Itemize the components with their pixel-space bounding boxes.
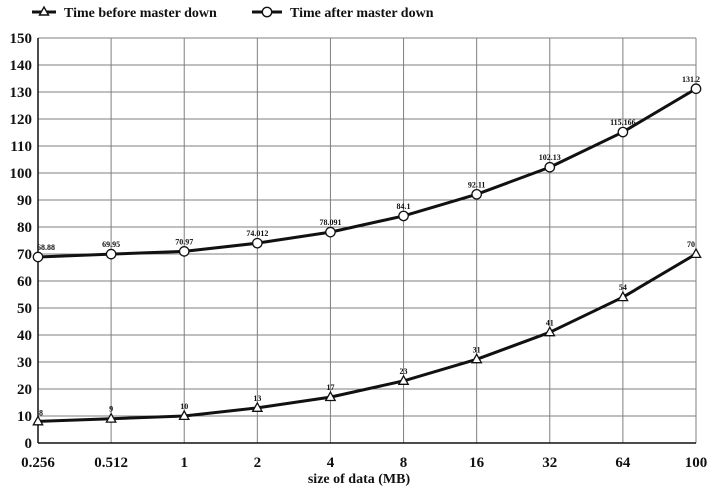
data-point-after-master-down bbox=[32, 251, 44, 263]
grid bbox=[37, 37, 697, 444]
data-label-before-master-down: 54 bbox=[619, 283, 627, 292]
y-axis-tick-label: 90 bbox=[17, 193, 32, 209]
data-labels: 8 9 10 13 17 23 31 41 54 70 68.88 69.95 70.97 74.012 7… bbox=[37, 75, 700, 418]
y-axis-tick-label: 60 bbox=[17, 274, 32, 290]
data-point-before-master-down bbox=[105, 412, 117, 423]
data-point-after-master-down bbox=[178, 246, 190, 257]
data-label-after-master-down: 92.11 bbox=[468, 180, 486, 189]
x-axis-tick-label: 32 bbox=[542, 455, 557, 471]
legend-item-after-master-down: Time after master down bbox=[252, 6, 434, 21]
y-axis-tick-label: 50 bbox=[17, 301, 32, 317]
data-point-after-master-down bbox=[544, 161, 556, 173]
legend-triangle-marker bbox=[38, 5, 50, 16]
legend-circle-marker bbox=[261, 6, 273, 18]
data-label-before-master-down: 31 bbox=[473, 345, 481, 354]
y-axis-tick-label: 100 bbox=[10, 166, 33, 182]
data-label-before-master-down: 17 bbox=[326, 383, 334, 392]
data-point-after-master-down bbox=[471, 188, 483, 200]
y-axis-tick-label: 150 bbox=[10, 31, 33, 47]
x-axis-tick-label: 1 bbox=[180, 455, 188, 471]
data-label-before-master-down: 10 bbox=[180, 402, 188, 411]
y-axis-tick-label: 120 bbox=[10, 112, 33, 128]
data-label-after-master-down: 131.2 bbox=[682, 75, 700, 84]
data-label-before-master-down: 8 bbox=[39, 408, 43, 417]
data-label-after-master-down: 74.012 bbox=[246, 229, 268, 238]
data-point-after-master-down bbox=[251, 237, 263, 249]
y-axis-tick-label: 80 bbox=[17, 220, 32, 236]
data-label-after-master-down: 102.13 bbox=[539, 153, 561, 162]
legend-item-before-master-down: Time before master down bbox=[32, 5, 217, 21]
data-label-before-master-down: 41 bbox=[546, 318, 554, 327]
data-point-after-master-down bbox=[325, 226, 336, 238]
data-point-before-master-down bbox=[32, 415, 44, 426]
data-point-before-master-down bbox=[470, 352, 483, 364]
legend-label-after-master-down: Time after master down bbox=[290, 6, 434, 21]
y-axis-tick-label: 70 bbox=[17, 247, 32, 263]
x-axis-tick-label: 64 bbox=[615, 455, 631, 471]
data-label-before-master-down: 13 bbox=[253, 394, 261, 403]
y-axis-tick-label: 30 bbox=[17, 355, 32, 371]
data-point-after-master-down bbox=[105, 248, 117, 260]
data-label-after-master-down: 115.166 bbox=[610, 118, 636, 127]
x-axis-tick-label: 0.512 bbox=[94, 455, 128, 471]
data-label-after-master-down: 69.95 bbox=[102, 240, 120, 249]
x-axis-tick-label: 8 bbox=[400, 455, 408, 471]
data-label-before-master-down: 9 bbox=[109, 405, 113, 414]
x-axis-tick-label: 2 bbox=[254, 455, 262, 471]
x-axis-tick-label: 4 bbox=[327, 455, 335, 471]
data-point-before-master-down bbox=[690, 247, 702, 259]
x-axis-tick-label: 16 bbox=[469, 455, 485, 471]
data-point-after-master-down bbox=[690, 83, 702, 95]
data-point-after-master-down bbox=[617, 126, 629, 138]
legend-label-before-master-down: Time before master down bbox=[64, 6, 217, 21]
y-axis-tick-label: 10 bbox=[17, 409, 32, 425]
series-layer bbox=[32, 83, 702, 426]
y-axis-tick-label: 0 bbox=[25, 436, 33, 452]
data-point-before-master-down bbox=[617, 290, 629, 302]
y-axis-tick-label: 130 bbox=[10, 85, 33, 101]
legend: Time before master down Time after maste… bbox=[32, 5, 434, 21]
x-axis-label: size of data (MB) bbox=[308, 472, 411, 487]
data-point-after-master-down bbox=[398, 210, 409, 222]
data-label-before-master-down: 23 bbox=[400, 367, 408, 376]
series-line-after-master-down bbox=[36, 87, 698, 259]
x-axis-tick-label: 100 bbox=[685, 455, 708, 471]
y-axis-tick-label: 110 bbox=[10, 139, 32, 155]
y-axis-tick-label: 40 bbox=[17, 328, 32, 344]
data-label-before-master-down: 70 bbox=[687, 240, 695, 249]
y-axis-tick-label: 140 bbox=[10, 58, 33, 74]
data-label-after-master-down: 70.97 bbox=[175, 237, 193, 246]
data-point-before-master-down bbox=[397, 374, 410, 385]
data-point-before-master-down bbox=[251, 401, 264, 412]
x-axis-tick-label: 0.256 bbox=[21, 455, 55, 471]
axes: 01020304050607080901001101201301401500.2… bbox=[10, 31, 708, 471]
data-label-after-master-down: 68.88 bbox=[37, 243, 55, 252]
y-axis-tick-label: 20 bbox=[17, 382, 32, 398]
data-point-before-master-down bbox=[324, 390, 337, 402]
data-label-after-master-down: 84.1 bbox=[397, 202, 411, 211]
data-point-before-master-down bbox=[178, 409, 191, 421]
data-point-before-master-down bbox=[543, 325, 556, 337]
series-line-before-master-down bbox=[36, 252, 698, 423]
data-label-after-master-down: 78.091 bbox=[319, 218, 341, 227]
